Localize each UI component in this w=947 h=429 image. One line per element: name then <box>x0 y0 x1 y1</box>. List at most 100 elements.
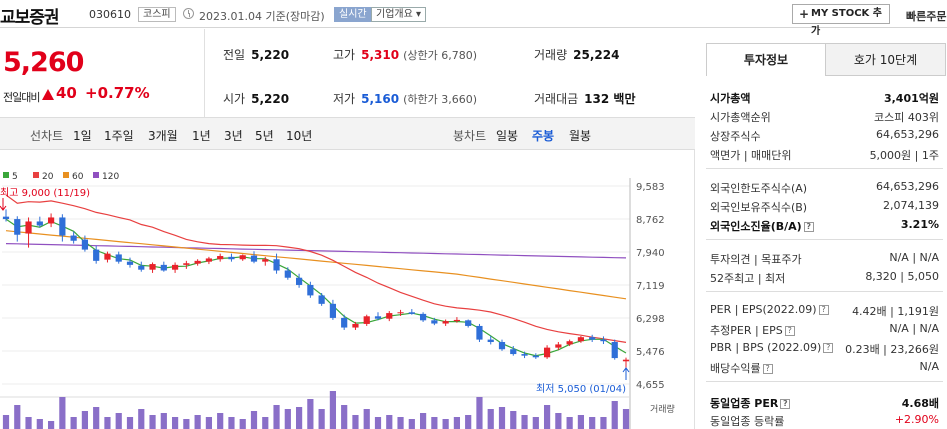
row-pbr: PBR | BPS (2022.09)? 0.23배 | 23,266원 <box>706 338 943 357</box>
dividend-text: 배당수익률 <box>710 362 761 375</box>
pbr-text: PBR | BPS (2022.09) <box>710 341 822 354</box>
volume-bar <box>589 417 596 429</box>
volume-bar <box>453 417 461 429</box>
volume-bar <box>115 413 122 429</box>
help-icon[interactable]: ? <box>823 343 834 353</box>
candle-body <box>205 258 213 262</box>
candle-body <box>532 355 539 358</box>
candle-body <box>566 341 573 345</box>
date-text: 2023.01.04 기준(장마감) <box>199 10 325 23</box>
candle-body <box>284 270 291 278</box>
volume-bar <box>543 405 551 429</box>
volume-bar <box>431 417 438 429</box>
ma-120-line <box>5 243 627 259</box>
period-10y[interactable]: 10년 <box>286 129 313 143</box>
row-market-cap: 시가총액 3,401억원 <box>706 87 943 106</box>
help-icon[interactable]: ? <box>762 364 773 374</box>
stock-header: 교보증권 030610 코스피 2023.01.04 기준(장마감) 실시간 기… <box>0 0 947 37</box>
stock-code: 030610 <box>89 8 131 21</box>
row-est-per: 추정PER | EPS? N/A | N/A <box>706 319 943 338</box>
volume-bar <box>284 409 291 429</box>
tab-invest-info[interactable]: 투자정보 <box>706 43 826 76</box>
candle-body <box>465 320 472 326</box>
help-icon[interactable]: ? <box>784 326 795 336</box>
row-value: 코스피 403위 <box>874 111 939 124</box>
quote-value: 132 백만 <box>584 92 636 106</box>
candle-body <box>431 320 438 324</box>
candle-body <box>386 313 393 319</box>
volume-bar <box>329 391 337 429</box>
candle-body <box>228 256 235 260</box>
row-label: PER | EPS(2022.09)? <box>710 303 829 316</box>
row-sector-per: 동일업종 PER? 4.68배 <box>706 392 943 411</box>
volume-bar <box>250 411 258 429</box>
quote-open: 시가 5,220 <box>223 90 289 107</box>
volume-bar <box>408 419 415 429</box>
row-label: 시가총액 <box>710 92 751 105</box>
candle-daily[interactable]: 일봉 <box>496 129 519 143</box>
row-value: 8,320 | 5,050 <box>865 270 939 283</box>
y-tick-label: 8,762 <box>636 215 665 226</box>
realtime-tag[interactable]: 실시간 <box>334 7 372 22</box>
candle-body <box>217 256 224 260</box>
period-1y[interactable]: 1년 <box>192 129 211 143</box>
quote-value: 5,310 <box>361 48 400 62</box>
period-3y[interactable]: 3년 <box>224 129 243 143</box>
help-icon[interactable]: ? <box>818 305 829 315</box>
volume-bar <box>194 415 201 429</box>
row-label: PBR | BPS (2022.09)? <box>710 341 834 354</box>
help-icon[interactable]: ? <box>803 222 814 232</box>
row-label: 외국인한도주식수(A) <box>710 182 808 195</box>
volume-bar <box>205 417 213 429</box>
row-label: 외국인보유주식수(B) <box>710 201 808 214</box>
divider <box>706 381 943 382</box>
help-icon[interactable]: ? <box>780 399 791 409</box>
volume-bar <box>374 417 382 429</box>
stock-chart[interactable]: 5 20 60 120 9,583 8,762 7,940 7,119 6,298 5,476 4,… <box>0 150 695 429</box>
period-3m[interactable]: 3개월 <box>148 129 178 143</box>
add-mystock-button[interactable]: + MY STOCK 추가 <box>792 4 890 37</box>
volume-bar <box>2 415 10 429</box>
candle-body <box>374 316 382 319</box>
quote-value: 5,160 <box>361 92 400 106</box>
volume-bar <box>307 399 314 429</box>
period-1d[interactable]: 1일 <box>73 129 92 143</box>
legend-swatch <box>93 172 99 178</box>
y-tick-label: 4,655 <box>636 380 665 391</box>
change-rate: +0.77% <box>85 84 150 102</box>
candle-body <box>138 265 145 270</box>
volume-bar <box>295 407 303 429</box>
ma-60-line <box>5 230 627 300</box>
candle-weekly[interactable]: 주봉 <box>532 129 555 143</box>
quick-order-link[interactable]: 빠른주문 <box>906 10 947 23</box>
tab-quote-10[interactable]: 호가 10단계 <box>826 43 946 76</box>
candle-body <box>622 359 630 362</box>
period-1w[interactable]: 1주일 <box>104 129 134 143</box>
volume-bar <box>577 415 585 429</box>
volume-bar <box>183 419 190 429</box>
row-foreign-ratio: 외국인소진율(B/A)? 3.21% <box>706 215 943 234</box>
volume-bar <box>318 409 325 429</box>
legend-label: 60 <box>72 172 84 182</box>
volume-bar <box>228 417 235 429</box>
add-mystock-label: MY STOCK 추가 <box>811 8 882 37</box>
row-label: 액면가 | 매매단위 <box>710 149 792 162</box>
y-tick-label: 9,583 <box>636 182 665 193</box>
company-overview-dropdown[interactable]: 기업개요 ▾ <box>371 7 426 22</box>
plus-icon: + <box>799 7 810 21</box>
row-label: 시가총액순위 <box>710 111 771 124</box>
candle-body <box>476 325 483 340</box>
volume-bar <box>419 413 427 429</box>
row-per: PER | EPS(2022.09)? 4.42배 | 1,191원 <box>706 300 943 319</box>
candle-monthly[interactable]: 월봉 <box>569 129 592 143</box>
chart-svg[interactable]: 5 20 60 120 9,583 8,762 7,940 7,119 6,298 5,476 4,… <box>0 150 694 429</box>
change-amount: 40 <box>56 84 77 102</box>
sector-per-text: 동일업종 PER <box>710 397 779 410</box>
candle-body <box>498 342 506 350</box>
quote-label: 저가 <box>333 92 356 106</box>
volume-bar <box>465 415 472 429</box>
lower-limit: (하한가 3,660) <box>403 93 477 106</box>
legend-swatch <box>63 172 69 178</box>
volume-bar <box>160 413 167 429</box>
period-5y[interactable]: 5년 <box>255 129 274 143</box>
